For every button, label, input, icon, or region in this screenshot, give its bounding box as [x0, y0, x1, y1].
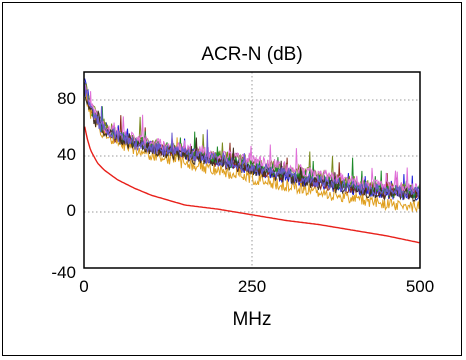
x-tick-label: 0: [79, 277, 88, 296]
chart-title: ACR-N (dB): [201, 44, 302, 65]
limit-layer: [84, 126, 420, 244]
series-layer: [84, 78, 421, 212]
y-tick-label: -40: [51, 263, 76, 282]
x-tick-label: 250: [238, 277, 266, 296]
x-axis-label: MHz: [232, 309, 271, 330]
y-tick-label: 40: [57, 145, 76, 164]
series-line: [84, 91, 421, 212]
plot-area: [83, 71, 421, 269]
chart-frame: [2, 2, 462, 356]
limit-line: [84, 126, 420, 244]
x-tick-label: 500: [406, 277, 434, 296]
series-line: [84, 82, 421, 199]
y-tick-label: 0: [67, 201, 76, 220]
y-tick-label: 80: [57, 89, 76, 108]
